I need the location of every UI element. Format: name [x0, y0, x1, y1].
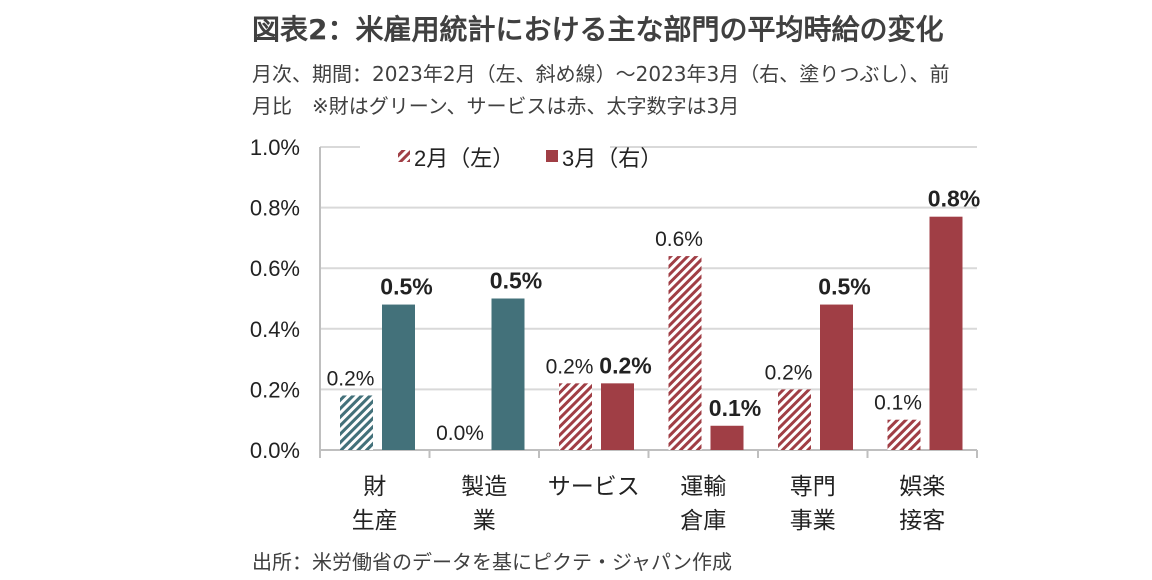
x-category-label: 製造 — [461, 473, 507, 499]
data-label-feb: 0.1% — [874, 392, 922, 415]
bar-mar — [710, 425, 744, 450]
data-label-feb: 0.6% — [655, 228, 703, 251]
data-label-feb: 0.2% — [765, 361, 813, 384]
y-tick-label: 0.6% — [250, 256, 300, 281]
x-category-label: 接客 — [899, 507, 945, 533]
data-label-mar: 0.1% — [709, 395, 761, 421]
legend-label-mar: 3月（右） — [562, 146, 662, 171]
y-tick-label: 0.0% — [250, 438, 300, 463]
bar-feb — [340, 395, 373, 450]
data-label-mar: 0.5% — [380, 274, 432, 300]
chart-title: 図表2：米雇用統計における主な部門の平均時給の変化 — [252, 13, 944, 46]
legend-swatch-feb — [398, 150, 410, 162]
x-category-label: 生産 — [352, 507, 398, 533]
bar-mar — [929, 216, 963, 450]
bar-feb — [887, 419, 921, 450]
bar-mar — [382, 304, 415, 450]
x-category-label: 運輸 — [680, 473, 726, 499]
x-category-label: 倉庫 — [680, 507, 726, 533]
bar-feb — [559, 383, 592, 450]
x-category-label: 事業 — [790, 507, 836, 533]
bar-mar — [601, 383, 634, 450]
data-label-feb: 0.2% — [327, 367, 375, 390]
y-tick-label: 1.0% — [250, 135, 300, 160]
y-tick-label: 0.4% — [250, 317, 300, 342]
legend-label-feb: 2月（左） — [414, 146, 514, 171]
data-label-mar: 0.2% — [599, 352, 651, 378]
subtitle-line-1: 月次、期間：2023年2月（左、斜め線）～2023年3月（右、塗りつぶし）、前 — [252, 62, 950, 86]
y-tick-label: 0.8% — [250, 196, 300, 221]
x-category-label: 財 — [363, 473, 386, 499]
data-label-mar: 0.5% — [818, 274, 870, 300]
bar-mar — [491, 298, 525, 450]
data-label-mar: 0.5% — [490, 268, 542, 294]
subtitle-line-2: 月比 ※財はグリーン、サービスは赤、太字数字は3月 — [252, 94, 740, 118]
x-category-label: 専門 — [790, 473, 836, 499]
data-label-feb: 0.2% — [546, 355, 594, 378]
bar-mar — [820, 304, 853, 450]
y-tick-label: 0.2% — [250, 377, 300, 402]
x-category-label: 業 — [473, 507, 496, 533]
bar-feb — [668, 256, 702, 450]
legend-swatch-mar — [546, 150, 558, 162]
data-label-feb: 0.0% — [436, 422, 484, 445]
x-category-label: 娯楽 — [899, 473, 945, 499]
legend: 2月（左） 3月（右） — [398, 146, 662, 171]
source-note: 出所：米労働省のデータを基にピクテ・ジャパン作成 — [252, 550, 732, 574]
x-category-label: サービス — [548, 473, 640, 499]
data-label-mar: 0.8% — [928, 186, 980, 212]
bar-feb — [778, 389, 811, 450]
